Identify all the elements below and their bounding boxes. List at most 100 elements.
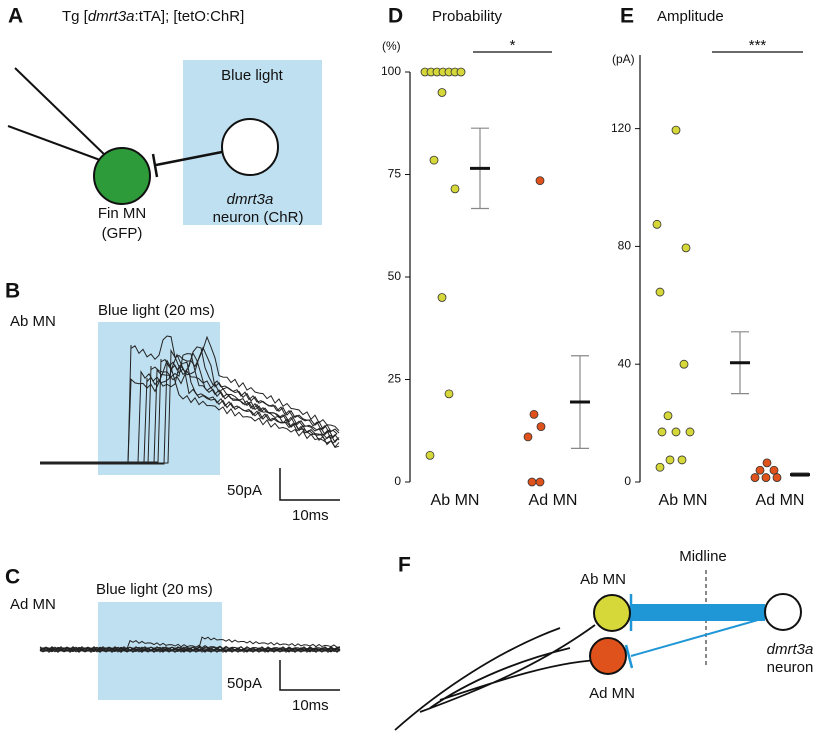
y-tick-label: 0: [394, 474, 401, 488]
x-tick-label: Ad MN: [529, 492, 578, 509]
title-part: Tg [: [62, 8, 89, 25]
panel-label: B: [5, 280, 20, 303]
scale-y: 50pA: [227, 482, 262, 499]
y-tick-label: 75: [388, 167, 402, 181]
y-unit: (pA): [612, 52, 635, 66]
point: [425, 450, 435, 460]
title-part: :tTA]; [tetO:ChR]: [135, 8, 245, 25]
trace: [40, 351, 338, 464]
x-tick-label: Ad MN: [756, 492, 805, 509]
trace: [40, 359, 340, 463]
stimulus-label: Blue light (20 ms): [98, 302, 215, 319]
scale-x: 10ms: [292, 507, 329, 524]
scale-bar: [279, 468, 340, 501]
x-tick-label: Ab MN: [431, 492, 480, 509]
cell-label: Ab MN: [10, 313, 56, 330]
point: [429, 155, 439, 165]
stimulus-label: Blue light (20 ms): [96, 581, 213, 598]
chart-title: Amplitude: [657, 8, 724, 25]
neuron-label: dmrt3a: [227, 191, 274, 208]
point: [677, 455, 687, 465]
fin-mn: [93, 147, 151, 205]
neuron-label: neuron (ChR): [213, 209, 304, 226]
point: [671, 427, 681, 437]
point: [437, 293, 447, 302]
neuron-label: neuron: [767, 659, 814, 676]
panel-label: A: [8, 5, 23, 28]
trace: [40, 335, 340, 464]
point: [755, 465, 765, 475]
panel-label: F: [398, 554, 411, 577]
y-tick-label: 0: [624, 474, 631, 488]
x-tick-label: Ab MN: [659, 492, 708, 509]
ab-label: Ab MN: [580, 571, 626, 588]
y-unit: (%): [382, 39, 401, 53]
point: [655, 462, 665, 472]
point: [652, 219, 662, 229]
electrode: [7, 125, 101, 161]
scale-x: 10ms: [292, 697, 329, 714]
trace: [39, 649, 341, 653]
mn-label: Fin MN: [98, 205, 146, 222]
scale-y: 50pA: [227, 675, 262, 692]
y-tick-label: 120: [611, 121, 631, 135]
point: [769, 465, 779, 475]
point: [685, 427, 695, 437]
panel-label: C: [5, 566, 20, 589]
significance: *: [510, 37, 516, 54]
y-tick-label: 80: [618, 239, 632, 253]
synapse-bar: [151, 153, 159, 178]
cell-label: Ad MN: [10, 596, 56, 613]
point: [657, 427, 667, 437]
point: [772, 473, 782, 482]
point: [655, 287, 665, 297]
point: [535, 477, 545, 487]
neuron-label: dmrt3a: [767, 641, 814, 658]
ad-mn: [589, 637, 627, 675]
point: [527, 477, 537, 487]
scale-bar: [279, 660, 340, 691]
point: [450, 184, 460, 194]
fin-rays: [394, 624, 606, 731]
synapse-bar: [624, 644, 634, 669]
midline-label: Midline: [679, 548, 727, 565]
y-tick-label: 50: [388, 269, 402, 283]
point: [663, 411, 673, 421]
title-part: dmrt3a: [88, 8, 135, 25]
trace: [40, 361, 340, 463]
panel-label: D: [388, 5, 403, 28]
traces: [39, 636, 341, 653]
electrode: [14, 67, 109, 159]
y-tick-label: 40: [618, 356, 632, 370]
point: [444, 389, 454, 399]
dmrt3a-neuron: [221, 118, 279, 176]
ad-label: Ad MN: [589, 685, 635, 702]
point: [762, 458, 772, 468]
y-tick-label: 100: [381, 64, 401, 78]
significance: ***: [749, 37, 767, 54]
weak-projection: [630, 617, 766, 657]
point: [761, 473, 771, 482]
trace: [39, 647, 341, 651]
trace: [40, 335, 340, 465]
point: [535, 176, 545, 186]
trace: [40, 346, 340, 465]
dmrt3a-neuron: [764, 593, 802, 631]
point: [750, 473, 760, 482]
light-box: [98, 322, 220, 475]
point: [536, 422, 546, 432]
traces: [40, 335, 340, 465]
trace: [39, 649, 341, 653]
point: [456, 67, 466, 77]
point: [665, 455, 675, 465]
point: [529, 409, 539, 419]
strong-projection: [632, 604, 765, 621]
point: [437, 88, 447, 97]
point: [523, 432, 533, 442]
ab-mn: [593, 594, 631, 632]
trace: [40, 346, 338, 463]
panel-label: E: [620, 5, 634, 28]
chart-title: Probability: [432, 8, 503, 25]
box-label: Blue light: [221, 67, 284, 84]
